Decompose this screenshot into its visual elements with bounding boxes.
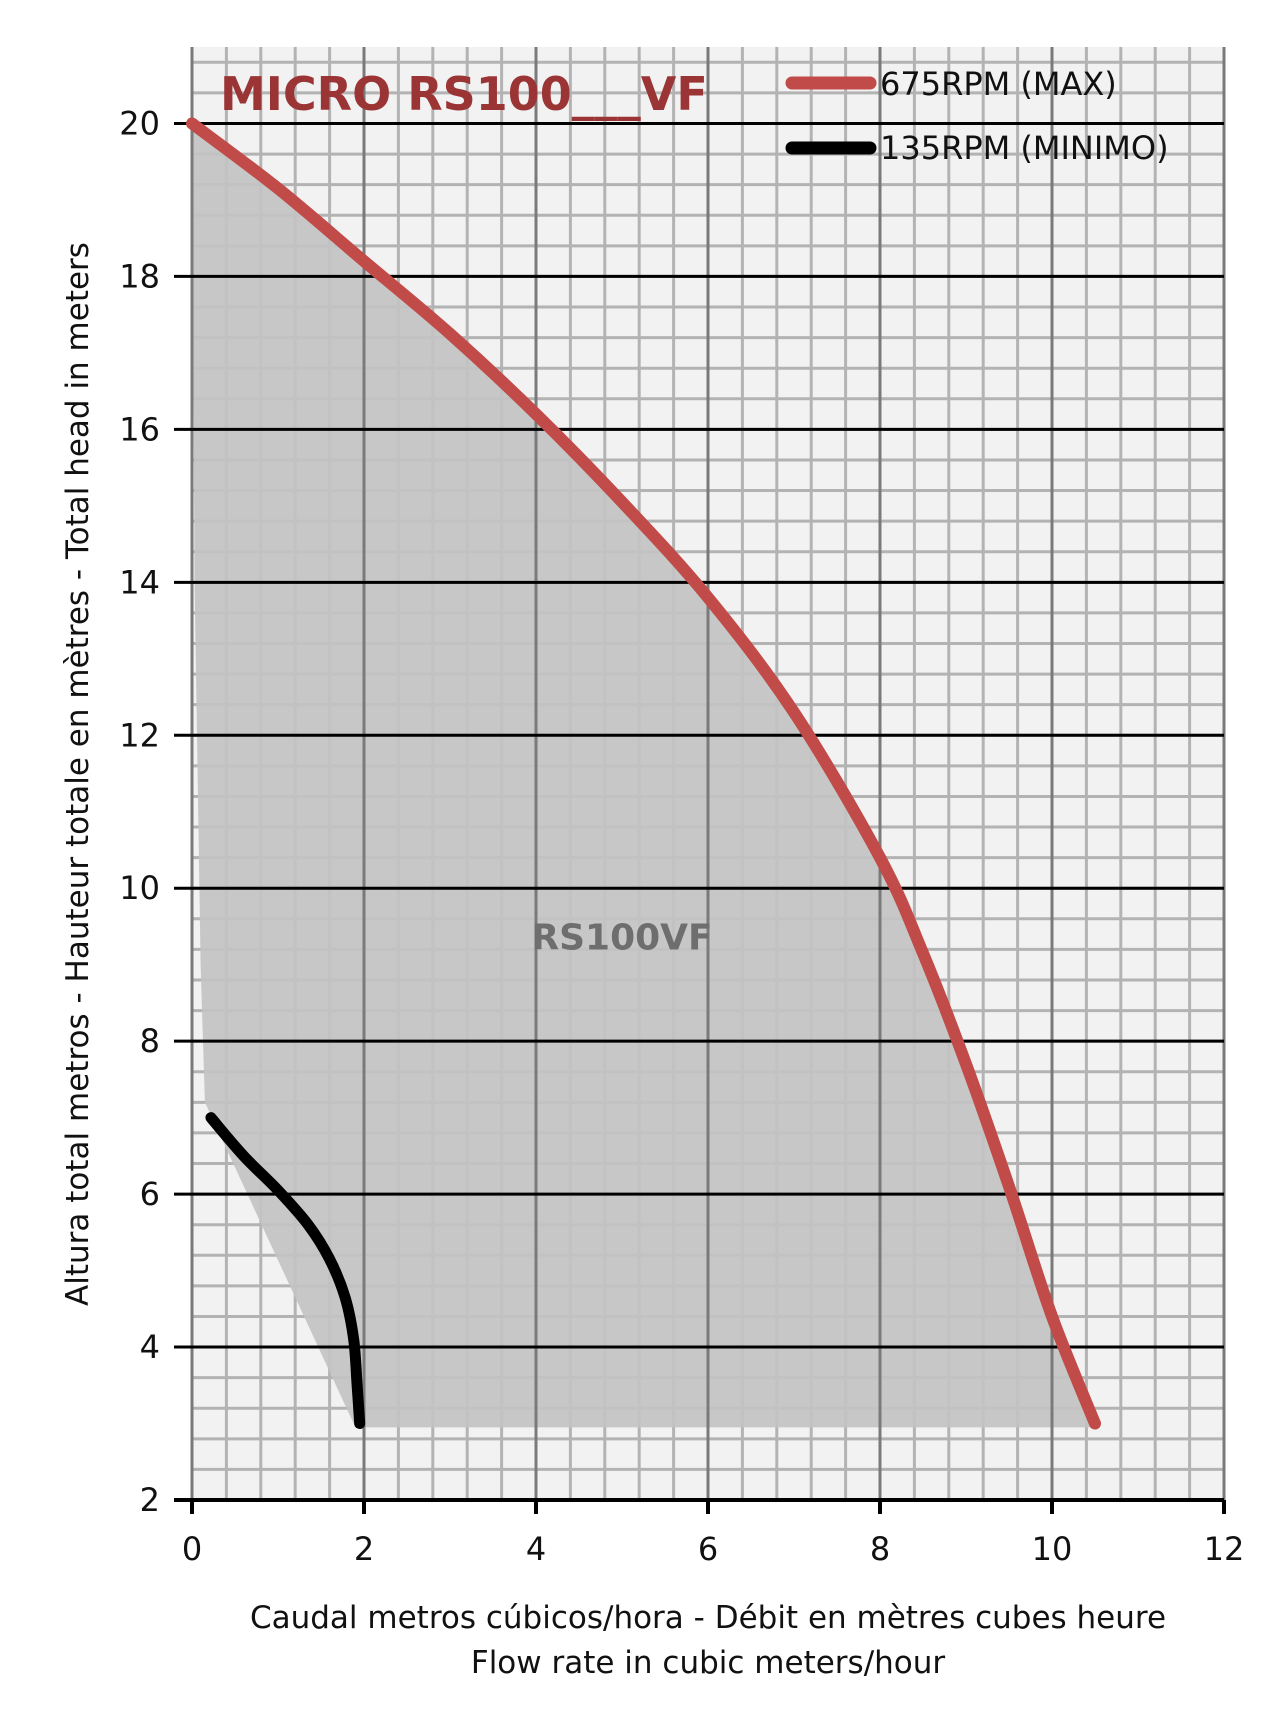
x-tick-label: 6: [698, 1530, 718, 1568]
y-tick-label: 16: [119, 410, 160, 448]
y-tick-label: 10: [119, 869, 160, 907]
y-tick-label: 14: [119, 563, 160, 601]
x-tick-label: 0: [182, 1530, 202, 1568]
x-axis-label-line2: Flow rate in cubic meters/hour: [471, 1645, 946, 1681]
y-tick-label: 4: [140, 1328, 160, 1366]
legend-label-min: 135RPM (MINIMO): [880, 129, 1169, 167]
series-line-min: [205, 1112, 366, 1430]
y-tick-label: 2: [140, 1481, 160, 1519]
y-tick-label: 6: [140, 1175, 160, 1213]
region-label: RS100VF: [531, 917, 712, 958]
operating-region: [192, 123, 1095, 1428]
series-lines: [186, 117, 1101, 1430]
y-tick-label: 12: [119, 716, 160, 754]
y-tick-label: 18: [119, 257, 160, 295]
legend-label-max: 675RPM (MAX): [880, 65, 1117, 103]
y-tick-label: 20: [119, 104, 160, 142]
x-tick-label: 8: [870, 1530, 890, 1568]
x-axis-label-line1: Caudal metros cúbicos/hora - Débit en mè…: [250, 1600, 1166, 1636]
x-tick-label: 10: [1032, 1530, 1073, 1568]
legend: 675RPM (MAX) 135RPM (MINIMO): [785, 65, 1169, 167]
x-tick-label: 2: [354, 1530, 374, 1568]
y-tick-label: 8: [140, 1022, 160, 1060]
chart-title: MICRO RS100___VF: [220, 67, 708, 121]
x-tick-label: 4: [526, 1530, 546, 1568]
x-tick-label: 12: [1204, 1530, 1245, 1568]
y-axis-label: Altura total metros - Hauteur totale en …: [60, 242, 96, 1306]
series-line-max: [186, 117, 1101, 1430]
